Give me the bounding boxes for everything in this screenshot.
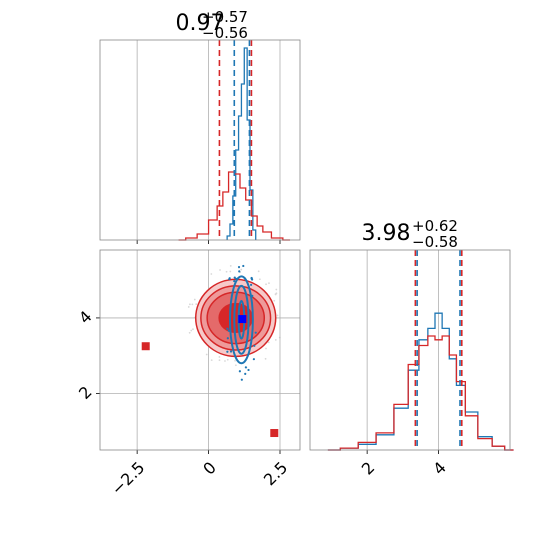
tick-label-x: 2.5 <box>260 458 291 489</box>
scatter-point <box>187 306 190 308</box>
title-param-1: 0.97 <box>176 11 225 36</box>
scatter-point <box>224 360 226 362</box>
scatter-point <box>189 303 191 306</box>
scatter-point-blue <box>242 264 245 268</box>
tick-label-x: 4 <box>429 458 450 479</box>
title-param-1-minus: −0.56 <box>202 24 248 42</box>
contour-blue <box>229 275 254 365</box>
scatter-point-blue <box>238 370 241 373</box>
scatter-point <box>265 347 267 350</box>
scatter-point-blue <box>254 331 257 334</box>
scatter-point <box>258 278 261 281</box>
scatter-point-blue <box>250 295 254 298</box>
scatter-point <box>219 269 221 271</box>
panel-frame <box>99 39 301 241</box>
scatter-point <box>268 282 270 285</box>
scatter-point <box>226 358 229 361</box>
scatter-point <box>240 268 243 271</box>
tick-label-x: 2 <box>358 458 379 479</box>
scatter-point <box>210 273 213 275</box>
contour-blue <box>233 284 250 355</box>
scatter-point-blue <box>247 353 250 356</box>
scatter-point-blue <box>233 276 236 279</box>
scatter-point <box>265 283 267 286</box>
scatter-point <box>275 288 278 291</box>
histogram-step-red <box>327 335 514 451</box>
panel-background <box>100 250 300 450</box>
tick-label-x: −2.5 <box>108 458 149 499</box>
marker-red <box>270 429 279 438</box>
scatter-point <box>188 331 191 334</box>
scatter-point <box>267 341 270 344</box>
scatter-point-blue <box>247 368 250 372</box>
scatter-point <box>257 270 260 273</box>
marker-blue <box>238 315 247 324</box>
panel-background <box>100 40 300 240</box>
scatter-point-blue <box>238 270 241 273</box>
scatter-point <box>205 353 208 356</box>
scatter-point <box>218 356 221 358</box>
scatter-point <box>225 270 228 273</box>
scatter-point <box>191 303 194 306</box>
scatter-point-blue <box>226 350 229 353</box>
marker-red <box>141 342 150 351</box>
scatter-point <box>218 359 221 362</box>
title-param-2-value: 3.98 <box>362 221 411 246</box>
panel-frame <box>309 249 511 451</box>
scatter-point-blue <box>229 350 233 353</box>
title-param-2-plus: +0.62 <box>412 217 458 235</box>
title-param-1-value: 0.97 <box>176 11 225 36</box>
tick-label-y: 4 <box>75 307 96 328</box>
scatter-point <box>195 303 198 306</box>
scatter-point <box>193 298 196 301</box>
scatter-point-blue <box>244 366 247 369</box>
histogram-param-1 <box>99 39 301 244</box>
scatter-point-blue <box>228 277 231 280</box>
panel-frame <box>99 249 301 451</box>
scatter-point <box>229 270 232 273</box>
tick-label-x: 0 <box>199 458 220 479</box>
scatter-point-blue <box>249 283 253 286</box>
title-param-2-minus: −0.58 <box>412 233 458 251</box>
tick-label-y: 2 <box>75 382 96 403</box>
scatter-point-blue <box>244 372 247 375</box>
scatter-point <box>264 357 267 360</box>
scatter-point-blue <box>226 327 229 330</box>
scatter-point <box>229 265 232 267</box>
scatter-point <box>273 299 276 302</box>
scatter-point-blue <box>237 265 241 269</box>
scatter-point-blue <box>250 277 253 280</box>
title-param-2: 3.98 <box>362 221 411 246</box>
scatter-point <box>190 329 193 332</box>
title-param-1-plus: +0.57 <box>202 8 248 26</box>
scatter-point-blue <box>252 358 255 361</box>
scatter-point <box>276 314 279 317</box>
scatter-point <box>234 364 237 367</box>
scatter-point <box>210 359 213 361</box>
scatter-point-blue <box>226 337 229 340</box>
scatter-point <box>274 293 277 296</box>
scatter-point-blue <box>233 279 236 283</box>
scatter-point-blue <box>240 378 243 381</box>
histogram-step-red <box>178 171 290 241</box>
joint-density-panel: −2.5 0 2.5 2 4 <box>75 249 301 499</box>
scatter-point <box>234 359 236 362</box>
scatter-point <box>192 328 194 331</box>
panel-background <box>310 250 510 450</box>
scatter-point-blue <box>253 344 256 347</box>
scatter-point <box>274 339 277 341</box>
scatter-point-blue <box>227 329 230 332</box>
